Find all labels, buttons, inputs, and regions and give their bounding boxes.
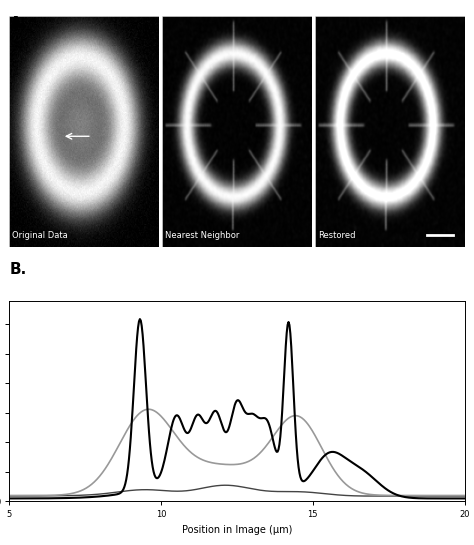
Text: Original Data: Original Data xyxy=(12,231,68,240)
Text: A.: A. xyxy=(9,16,27,32)
Text: B.: B. xyxy=(9,262,27,277)
Text: Nearest Neighbor: Nearest Neighbor xyxy=(165,231,239,240)
Text: Restored: Restored xyxy=(318,231,356,240)
X-axis label: Position in Image (μm): Position in Image (μm) xyxy=(182,525,292,535)
